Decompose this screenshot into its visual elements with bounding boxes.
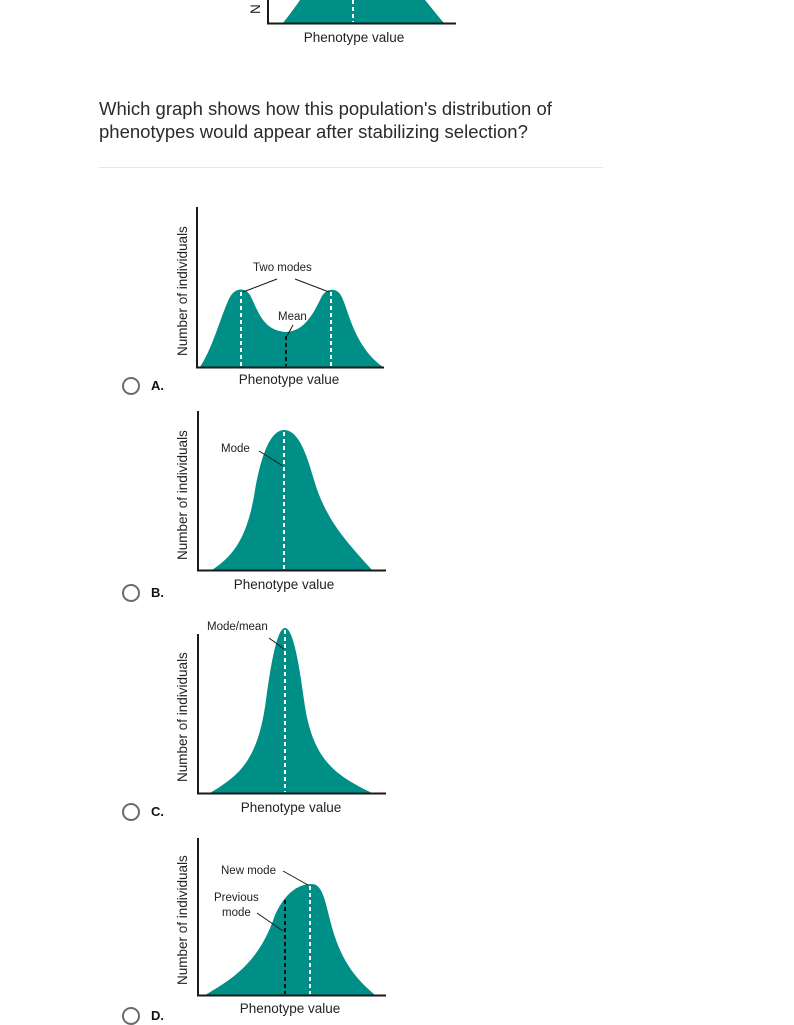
option-b-letter: B. <box>151 585 164 600</box>
radio-option-b[interactable] <box>122 584 140 602</box>
graph-d-new-mode-label: New mode <box>221 865 276 877</box>
top-graph: N Phenotype value <box>0 0 794 50</box>
graph-d-ylabel: Number of individuals <box>175 855 190 985</box>
divider <box>99 167 603 168</box>
graph-a-xlabel: Phenotype value <box>238 372 340 387</box>
graph-d-previous-mode-label-1: Previous <box>214 892 259 904</box>
graph-b-xlabel: Phenotype value <box>233 577 335 592</box>
graph-c-mode-mean-label: Mode/mean <box>207 621 268 633</box>
option-c-letter: C. <box>151 804 164 819</box>
radio-option-a[interactable] <box>122 377 140 395</box>
radio-option-d[interactable] <box>122 1007 140 1025</box>
graph-b-mode-label: Mode <box>221 443 250 455</box>
question-text: Which graph shows how this population's … <box>99 98 552 142</box>
graph-d-previous-mode-label-2: mode <box>222 907 251 919</box>
option-a-letter: A. <box>151 378 164 393</box>
top-graph-xlabel: Phenotype value <box>303 30 405 45</box>
graph-d-xlabel: Phenotype value <box>239 1001 341 1016</box>
radio-option-c[interactable] <box>122 803 140 821</box>
graph-c-xlabel: Phenotype value <box>240 800 342 815</box>
top-graph-plot <box>267 0 456 25</box>
option-d-letter: D. <box>151 1008 164 1023</box>
graph-a-two-modes-label: Two modes <box>253 262 312 274</box>
graph-a-mean-label: Mean <box>278 311 307 323</box>
